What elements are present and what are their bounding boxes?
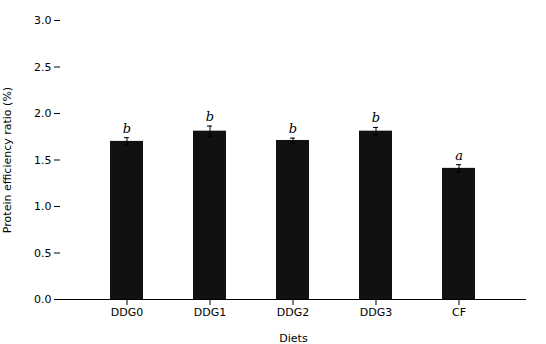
- svg-text:1.0: 1.0: [34, 200, 52, 213]
- svg-text:0.0: 0.0: [34, 293, 52, 306]
- svg-text:b: b: [289, 121, 297, 136]
- svg-text:DDG0: DDG0: [111, 306, 143, 319]
- svg-text:0.5: 0.5: [34, 247, 52, 260]
- svg-text:b: b: [123, 121, 131, 136]
- svg-text:b: b: [206, 109, 214, 124]
- svg-text:Diets: Diets: [279, 332, 308, 344]
- svg-text:DDG3: DDG3: [360, 306, 392, 319]
- svg-text:CF: CF: [452, 306, 466, 319]
- svg-text:DDG1: DDG1: [194, 306, 226, 319]
- svg-text:a: a: [455, 148, 463, 163]
- svg-text:b: b: [372, 110, 380, 125]
- svg-text:1.5: 1.5: [34, 154, 52, 167]
- svg-text:3.0: 3.0: [34, 14, 52, 27]
- svg-text:DDG2: DDG2: [277, 306, 309, 319]
- svg-text:2.5: 2.5: [34, 61, 52, 74]
- svg-text:Protein efficiency ratio (%): Protein efficiency ratio (%): [1, 87, 14, 233]
- svg-text:2.0: 2.0: [34, 107, 52, 120]
